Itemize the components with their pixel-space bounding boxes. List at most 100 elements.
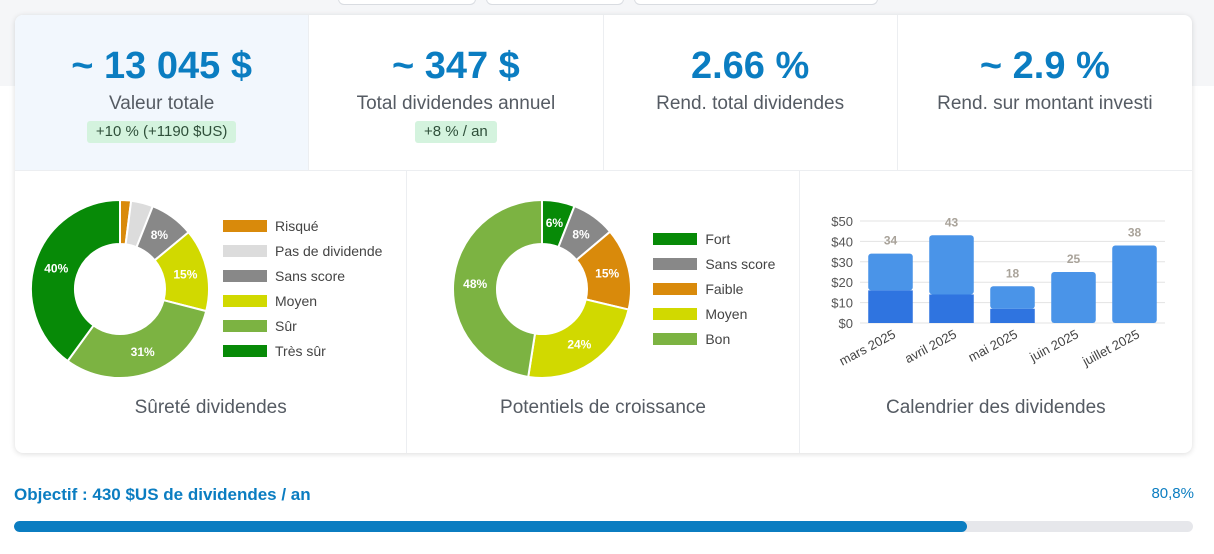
legend-swatch bbox=[653, 232, 698, 245]
legend-label: Moyen bbox=[705, 305, 748, 322]
growth-slice-label: 6% bbox=[546, 216, 564, 230]
growth-legend-sans-score[interactable]: Sans score bbox=[653, 251, 775, 276]
growth-legend-faible[interactable]: Faible bbox=[653, 276, 775, 301]
x-tick-label: juillet 2025 bbox=[1079, 326, 1142, 369]
kpi-badge: +8 % / an bbox=[414, 121, 497, 143]
y-tick-label: $30 bbox=[831, 255, 853, 270]
filter-tab-3[interactable] bbox=[634, 0, 878, 5]
x-tick-label: mars 2025 bbox=[836, 326, 897, 368]
legend-swatch bbox=[653, 282, 698, 295]
safety-legend-pas-de-dividende[interactable]: Pas de dividende bbox=[223, 238, 382, 263]
growth-donut-chart: 6% 8% 15% 24% 48% bbox=[452, 198, 633, 379]
chart-row: 8% 15% 31% 40% Risqué Pas de dividende Sans s… bbox=[15, 171, 1192, 453]
growth-legend-bon[interactable]: Bon bbox=[653, 326, 775, 351]
filter-tab-2[interactable] bbox=[486, 0, 624, 5]
calendar-chart-title: Calendrier des dividendes bbox=[885, 397, 1106, 418]
bar-mai-2025-segment-0[interactable] bbox=[989, 308, 1035, 323]
legend-swatch bbox=[653, 307, 698, 320]
legend-label: Sans score bbox=[705, 255, 776, 272]
legend-label: Sans score bbox=[275, 267, 346, 284]
x-tick-label: mai 2025 bbox=[965, 326, 1019, 364]
growth-legend: Fort Sans score Faible Moyen Bon bbox=[653, 226, 775, 351]
legend-label: Bon bbox=[705, 330, 731, 347]
goal-title: Objectif : 430 $US de dividendes / an bbox=[14, 485, 311, 504]
growth-slice-label: 24% bbox=[568, 338, 592, 352]
legend-label: Moyen bbox=[275, 292, 318, 309]
x-tick-label: avril 2025 bbox=[902, 326, 959, 366]
safety-legend-sans-score[interactable]: Sans score bbox=[223, 263, 382, 288]
goal-progress-fill bbox=[14, 521, 967, 532]
safety-legend-moyen[interactable]: Moyen bbox=[223, 288, 382, 313]
kpi-badge: +10 % (+1190 $US) bbox=[86, 121, 237, 143]
growth-legend-fort[interactable]: Fort bbox=[653, 226, 775, 251]
y-tick-label: $10 bbox=[831, 296, 853, 311]
y-tick-label: $50 bbox=[831, 214, 853, 229]
legend-label: Fort bbox=[705, 230, 731, 247]
kpi-yield-on-cost: ~ 2.9 % Rend. sur montant investi bbox=[897, 15, 1192, 171]
bar-total-label: 34 bbox=[883, 234, 897, 248]
safety-slice-tres-sur[interactable] bbox=[30, 198, 121, 363]
bar-total-label: 18 bbox=[1005, 266, 1019, 280]
kpi-annual-dividends: ~ 347 $ Total dividendes annuel +8 % / a… bbox=[309, 15, 604, 171]
legend-swatch bbox=[223, 344, 267, 357]
safety-legend: Risqué Pas de dividende Sans score Moyen Sûr… bbox=[223, 213, 382, 363]
kpi-total-yield: 2.66 % Rend. total dividendes bbox=[603, 15, 898, 171]
goal-progress-bar bbox=[14, 521, 1193, 532]
kpi-value: ~ 13 045 $ bbox=[71, 45, 252, 87]
growth-legend-moyen[interactable]: Moyen bbox=[653, 301, 775, 326]
filter-tab-1[interactable] bbox=[338, 0, 476, 5]
y-tick-label: $0 bbox=[838, 316, 852, 331]
legend-swatch bbox=[653, 257, 698, 270]
kpi-label: Total dividendes annuel bbox=[356, 93, 556, 114]
growth-slice-label: 48% bbox=[464, 277, 488, 291]
growth-slice-label: 8% bbox=[573, 228, 591, 242]
bar-mai-2025-segment-1[interactable] bbox=[989, 286, 1035, 309]
kpi-total-value: ~ 13 045 $ Valeur totale +10 % (+1190 $U… bbox=[15, 15, 310, 171]
growth-chart-title: Potentiels de croissance bbox=[500, 397, 706, 418]
bar-mars-2025-segment-0[interactable] bbox=[867, 290, 913, 323]
legend-swatch bbox=[223, 244, 267, 257]
kpi-label: Rend. total dividendes bbox=[656, 93, 845, 114]
safety-panel: 8% 15% 31% 40% Risqué Pas de dividende Sans s… bbox=[15, 171, 408, 453]
legend-label: Pas de dividende bbox=[275, 242, 383, 259]
growth-panel: 6% 8% 15% 24% 48% Fort Sans score Faible Moyen B… bbox=[407, 171, 800, 453]
bar-mars-2025-segment-1[interactable] bbox=[867, 253, 913, 291]
legend-label: Risqué bbox=[275, 217, 319, 234]
safety-slice-label: 15% bbox=[173, 267, 197, 281]
y-tick-label: $20 bbox=[831, 275, 853, 290]
bar-total-label: 38 bbox=[1127, 225, 1141, 239]
growth-slice-bon[interactable] bbox=[452, 198, 544, 379]
bar-juin-2025-segment-1[interactable] bbox=[1050, 272, 1096, 323]
legend-label: Très sûr bbox=[275, 342, 326, 359]
dividend-calendar-bar-chart: $0 $10 $20 $30 $40 $50 34 mars 2025 43 avril 2025… bbox=[831, 214, 1165, 369]
bar-total-label: 43 bbox=[944, 215, 958, 229]
kpi-label: Rend. sur montant investi bbox=[937, 93, 1153, 114]
legend-swatch bbox=[223, 219, 267, 232]
kpi-value: ~ 2.9 % bbox=[979, 45, 1110, 87]
legend-label: Sûr bbox=[275, 317, 297, 334]
legend-swatch bbox=[223, 294, 267, 307]
legend-swatch bbox=[223, 269, 267, 282]
safety-legend-sur[interactable]: Sûr bbox=[223, 313, 382, 338]
x-tick-label: juin 2025 bbox=[1026, 326, 1081, 364]
goal-percent: 80,8% bbox=[1151, 485, 1194, 502]
safety-slice-sur[interactable] bbox=[66, 298, 208, 379]
bar-total-label: 25 bbox=[1066, 252, 1080, 266]
safety-slice-label: 40% bbox=[44, 261, 68, 275]
legend-label: Faible bbox=[705, 280, 744, 297]
safety-chart-title: Sûreté dividendes bbox=[134, 397, 287, 418]
calendar-panel: $0 $10 $20 $30 $40 $50 34 mars 2025 43 avril 2025… bbox=[800, 171, 1192, 453]
kpi-row: ~ 13 045 $ Valeur totale +10 % (+1190 $U… bbox=[15, 15, 1192, 171]
portfolio-summary-card: ~ 13 045 $ Valeur totale +10 % (+1190 $U… bbox=[15, 15, 1192, 453]
y-tick-label: $40 bbox=[831, 234, 853, 249]
bar-juillet-2025-segment-1[interactable] bbox=[1111, 245, 1157, 323]
safety-legend-tres-sur[interactable]: Très sûr bbox=[223, 338, 382, 363]
safety-slice-label: 8% bbox=[151, 228, 169, 242]
bar-avril-2025-segment-1[interactable] bbox=[928, 235, 974, 295]
kpi-label: Valeur totale bbox=[108, 93, 215, 114]
safety-donut-chart: 8% 15% 31% 40% bbox=[30, 198, 210, 379]
bar-avril-2025-segment-0[interactable] bbox=[928, 294, 974, 323]
kpi-value: ~ 347 $ bbox=[391, 45, 520, 87]
safety-legend-risque[interactable]: Risqué bbox=[223, 213, 382, 238]
kpi-value: 2.66 % bbox=[690, 45, 810, 87]
